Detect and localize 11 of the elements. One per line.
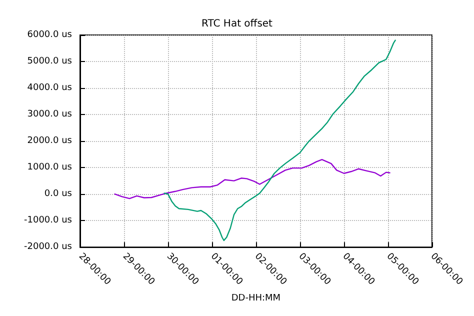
y-tick-label: 4000.0 us: [27, 83, 72, 94]
x-axis-title: DD-HH:MM: [231, 294, 281, 304]
chart-title: RTC Hat offset: [202, 18, 273, 30]
y-tick-label: 1000.0 us: [27, 162, 72, 173]
y-tick-label: 2000.0 us: [27, 136, 72, 146]
y-tick-label: 3000.0 us: [27, 110, 72, 120]
y-tick-label: -1000.0 us: [24, 216, 72, 226]
y-tick-label: 5000.0 us: [27, 56, 72, 67]
y-tick-label: -2000.0 us: [24, 242, 72, 252]
y-tick-label: 6000.0 us: [27, 30, 72, 40]
y-tick-label: 0.0 us: [44, 189, 72, 200]
